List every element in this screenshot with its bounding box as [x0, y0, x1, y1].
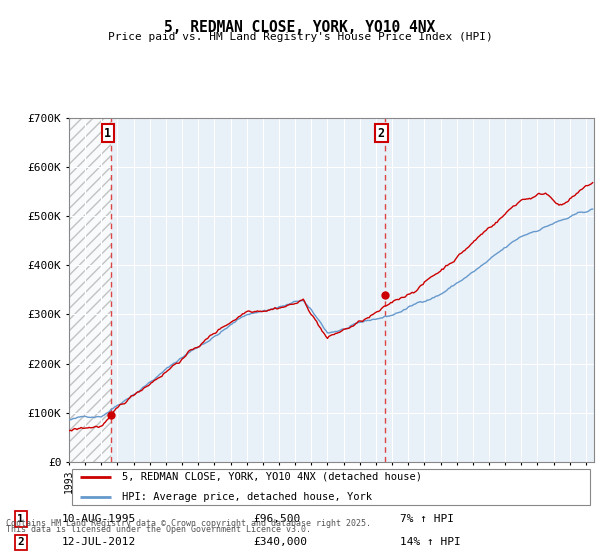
- Text: Contains HM Land Registry data © Crown copyright and database right 2025.: Contains HM Land Registry data © Crown c…: [6, 519, 371, 528]
- Text: 2: 2: [378, 127, 385, 140]
- Text: 14% ↑ HPI: 14% ↑ HPI: [400, 538, 461, 548]
- Text: 10-AUG-1995: 10-AUG-1995: [62, 514, 136, 524]
- Text: 1: 1: [104, 127, 112, 140]
- Text: £340,000: £340,000: [253, 538, 307, 548]
- Text: 7% ↑ HPI: 7% ↑ HPI: [400, 514, 454, 524]
- Text: £96,500: £96,500: [253, 514, 300, 524]
- Text: 1: 1: [17, 514, 24, 524]
- Text: 5, REDMAN CLOSE, YORK, YO10 4NX: 5, REDMAN CLOSE, YORK, YO10 4NX: [164, 20, 436, 35]
- Text: This data is licensed under the Open Government Licence v3.0.: This data is licensed under the Open Gov…: [6, 525, 311, 534]
- FancyBboxPatch shape: [71, 469, 590, 505]
- Text: 5, REDMAN CLOSE, YORK, YO10 4NX (detached house): 5, REDMAN CLOSE, YORK, YO10 4NX (detache…: [121, 472, 421, 482]
- Text: 12-JUL-2012: 12-JUL-2012: [62, 538, 136, 548]
- Text: Price paid vs. HM Land Registry's House Price Index (HPI): Price paid vs. HM Land Registry's House …: [107, 32, 493, 43]
- Text: 2: 2: [17, 538, 24, 548]
- Text: HPI: Average price, detached house, York: HPI: Average price, detached house, York: [121, 492, 371, 502]
